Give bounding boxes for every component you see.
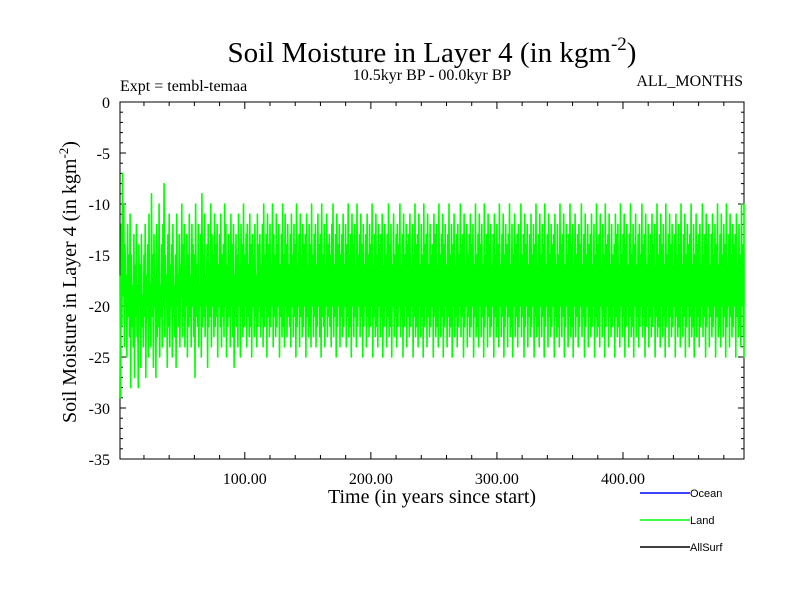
y-axis-label-end: ) — [59, 141, 81, 148]
chart-title-main: Soil Moisture in Layer 4 (in kgm — [228, 37, 612, 69]
chart-title-sup: -2 — [611, 34, 627, 55]
y-axis-label: Soil Moisture in Layer 4 (in kgm-2) — [56, 141, 81, 423]
legend-label: AllSurf — [690, 542, 723, 554]
subtitle-right: ALL_MONTHS — [636, 73, 743, 90]
subtitle-left: Expt = tembl-temaa — [120, 78, 247, 95]
y-tick-label: 0 — [102, 95, 110, 112]
y-axis-label-main: Soil Moisture in Layer 4 (in kgm — [59, 158, 81, 423]
subtitle-center: 10.5kyr BP - 00.0kyr BP — [353, 67, 512, 84]
x-axis: 100.00 200.00 300.00 400.00 — [143, 102, 725, 488]
chart-title: Soil Moisture in Layer 4 (in kgm-2) — [228, 34, 637, 69]
x-tick-label: 300.00 — [475, 471, 519, 488]
x-tick-label: 200.00 — [349, 471, 393, 488]
y-axis-label-sup: -2 — [56, 148, 71, 159]
y-tick-label: -15 — [89, 248, 110, 265]
y-tick-label: -10 — [89, 197, 110, 214]
legend-label: Ocean — [690, 488, 722, 500]
y-tick-label: -20 — [89, 299, 110, 316]
y-tick-label: -30 — [89, 401, 110, 418]
x-tick-label: 100.00 — [223, 471, 267, 488]
y-tick-label: -25 — [89, 350, 110, 367]
y-tick-label: -5 — [97, 146, 110, 163]
legend-label: Land — [690, 515, 714, 527]
series-line-land — [119, 172, 745, 399]
y-tick-label: -35 — [89, 452, 110, 469]
series-group — [119, 172, 745, 399]
x-tick-label: 400.00 — [601, 471, 645, 488]
chart-title-end: ) — [627, 37, 637, 69]
legend: Ocean Land AllSurf — [640, 488, 723, 554]
x-axis-label: Time (in years since start) — [328, 486, 536, 508]
